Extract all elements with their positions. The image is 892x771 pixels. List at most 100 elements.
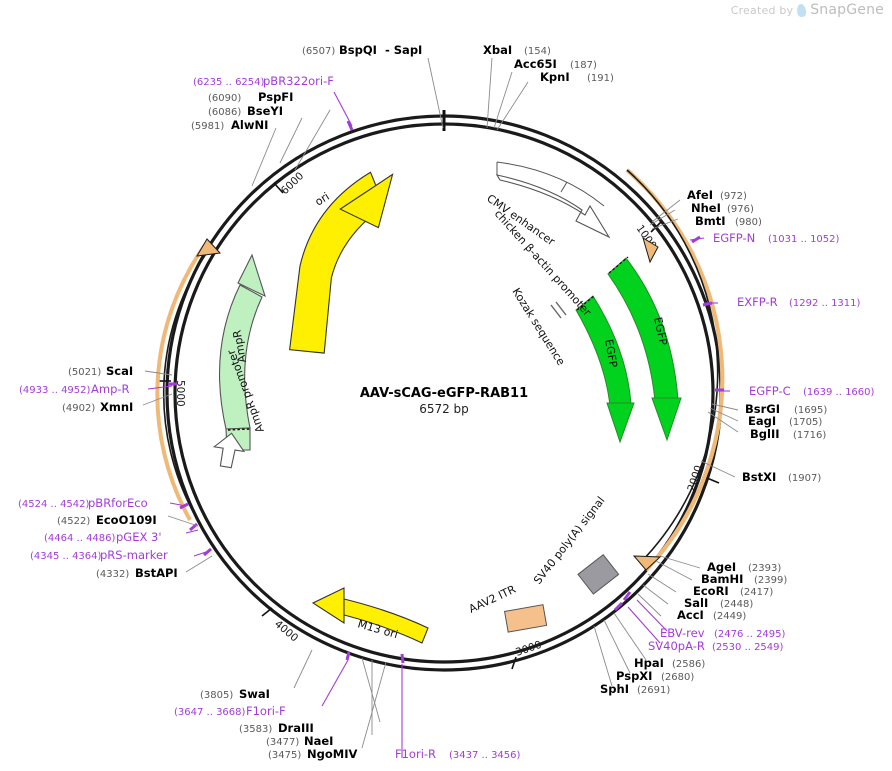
sphi-pos: (2691) bbox=[637, 685, 670, 696]
enzyme-label-xmni[interactable]: (4902) XmnI bbox=[62, 400, 133, 414]
bstapi-pos: (4332) bbox=[96, 569, 129, 580]
enzyme-label-naei[interactable]: (3477) NaeI bbox=[266, 734, 333, 748]
feature-sv40-polya-signal[interactable]: SV40 poly(A) signal bbox=[531, 494, 620, 595]
pspfi-pos: (6090) bbox=[208, 93, 241, 104]
draiii-name: DraIII bbox=[278, 721, 314, 735]
feature-ori[interactable]: ori bbox=[272, 161, 407, 357]
pgex3-name: pGEX 3' bbox=[116, 530, 162, 544]
prs-marker-range: (4345 .. 4364) bbox=[30, 551, 102, 562]
orf-arrowhead-upper-right bbox=[642, 236, 659, 264]
f1ori-r-name: F1ori-R bbox=[395, 747, 436, 761]
sv40pa-r-name: SV40pA-R bbox=[648, 639, 705, 653]
amp-r-range: (4933 .. 4952) bbox=[19, 385, 91, 396]
enzyme-label-bsrgi[interactable]: BsrGI (1695) bbox=[745, 402, 827, 416]
primer-label-exfp-r[interactable]: EXFP-R (1292 .. 1311) bbox=[737, 295, 861, 309]
enzyme-label-bglii[interactable]: BglII (1716) bbox=[750, 427, 826, 441]
alwni-name: AlwNI bbox=[231, 118, 268, 132]
primer-label-amp-r[interactable]: (4933 .. 4952) Amp-R bbox=[19, 382, 130, 396]
enzyme-label-kpni[interactable]: KpnI (191) bbox=[540, 70, 614, 84]
egfp-n-name: EGFP-N bbox=[713, 231, 755, 245]
ecoo109i-pos: (4522) bbox=[57, 516, 90, 527]
primer-label-egfp-c[interactable]: EGFP-C (1639 .. 1660) bbox=[749, 384, 875, 398]
leader-lines bbox=[142, 57, 739, 758]
feature-label-ampr: AmpR bbox=[230, 329, 249, 364]
pbr322ori-f-name: pBR322ori-F bbox=[263, 74, 334, 88]
primer-label-sv40pa-r[interactable]: SV40pA-R (2530 .. 2549) bbox=[648, 639, 784, 653]
feature-ampr[interactable]: AmpR bbox=[219, 253, 266, 451]
feature-aav2-itr[interactable]: AAV2 ITR bbox=[467, 583, 548, 633]
primer-label-pgex3[interactable]: (4464 .. 4486) pGEX 3' bbox=[44, 530, 162, 544]
feature-egfp-inner[interactable]: EGFP bbox=[575, 295, 635, 444]
enzyme-label-ecori[interactable]: EcoRI (2417) bbox=[693, 584, 773, 598]
enzyme-label-bstxi[interactable]: BstXI (1907) bbox=[742, 470, 821, 484]
sphi-name: SphI bbox=[600, 682, 629, 696]
primer-label-f1ori-r[interactable]: F1ori-R (3437 .. 3456) bbox=[395, 747, 521, 761]
draiii-pos: (3583) bbox=[239, 724, 272, 735]
enzyme-label-bstapi[interactable]: (4332) BstAPI bbox=[96, 566, 178, 580]
bspqi-name: BspQI bbox=[339, 43, 377, 57]
enzyme-label-bseyi[interactable]: (6086) BseYI bbox=[208, 104, 283, 118]
swai-pos: (3805) bbox=[200, 690, 233, 701]
primer-label-pbrforeco[interactable]: (4524 .. 4542) pBRforEco bbox=[18, 496, 148, 510]
feature-m13-ori[interactable]: M13 ori bbox=[311, 587, 429, 644]
feature-label-chicken-beta-actin: chicken β-actin promoter bbox=[492, 207, 594, 319]
enzyme-label-ecoo109i[interactable]: (4522) EcoO109I bbox=[57, 513, 157, 527]
watermark-prefix: Created by bbox=[730, 3, 794, 17]
afei-name: AfeI bbox=[687, 188, 713, 202]
enzyme-label-bmti[interactable]: BmtI (980) bbox=[695, 214, 762, 228]
enzyme-label-nhei[interactable]: NheI (976) bbox=[691, 201, 754, 215]
pspxi-name: PspXI bbox=[616, 669, 652, 683]
ebv-rev-name: EBV-rev bbox=[660, 626, 705, 640]
enzyme-label-pspfi[interactable]: (6090) PspFI bbox=[208, 90, 293, 104]
bseyi-name: BseYI bbox=[247, 104, 283, 118]
f1ori-f-range: (3647 .. 3668) bbox=[174, 707, 246, 718]
orf-arc-right bbox=[625, 168, 725, 572]
enzyme-label-sali[interactable]: SalI (2448) bbox=[684, 596, 753, 610]
xbai-name: XbaI bbox=[483, 43, 512, 57]
primer-label-pbr322ori-f[interactable]: (6235 .. 6254) pBR322ori-F bbox=[193, 74, 334, 88]
egfp-c-name: EGFP-C bbox=[749, 384, 791, 398]
scai-name: ScaI bbox=[106, 364, 133, 378]
primer-label-f1ori-f[interactable]: (3647 .. 3668) F1ori-F bbox=[174, 704, 286, 718]
enzyme-label-hpai[interactable]: HpaI (2586) bbox=[634, 656, 705, 670]
enzyme-label-afei[interactable]: AfeI (972) bbox=[687, 188, 747, 202]
enzyme-label-eagi[interactable]: EagI (1705) bbox=[748, 414, 822, 428]
scai-pos: (5021) bbox=[68, 367, 101, 378]
enzyme-label-alwni[interactable]: (5981) AlwNI bbox=[191, 118, 268, 132]
primer-label-egfp-n[interactable]: EGFP-N (1031 .. 1052) bbox=[713, 231, 840, 245]
enzyme-label-sphi[interactable]: SphI (2691) bbox=[600, 682, 670, 696]
enzyme-label-swai[interactable]: (3805) SwaI bbox=[200, 687, 270, 701]
watermark-brand: SnapGene bbox=[810, 2, 884, 18]
enzyme-label-agei[interactable]: AgeI (2393) bbox=[707, 560, 781, 574]
feature-kozak-sequence[interactable]: Kozak sequence bbox=[509, 286, 567, 368]
tick-label-5000: 5000 bbox=[174, 380, 186, 407]
acc65i-pos: (187) bbox=[570, 60, 597, 71]
hpai-name: HpaI bbox=[634, 656, 664, 670]
feature-egfp-outer[interactable]: EGFP bbox=[607, 256, 682, 442]
feature-cmv-enhancer[interactable]: CMV enhancer bbox=[484, 161, 605, 249]
enzyme-label-xbai[interactable]: XbaI (154) bbox=[483, 43, 551, 57]
hpai-pos: (2586) bbox=[672, 659, 705, 670]
enzyme-label-scai[interactable]: (5021) ScaI bbox=[68, 364, 133, 378]
f1ori-r-range: (3437 .. 3456) bbox=[449, 750, 521, 761]
bspqi-pos: (6507) bbox=[302, 46, 335, 57]
orf-arc-left bbox=[155, 238, 222, 521]
enzyme-label-bamhi[interactable]: BamHI (2399) bbox=[701, 572, 787, 586]
enzyme-label-bspqi[interactable]: (6507) BspQI - SapI bbox=[302, 43, 422, 57]
primer-label-ebv-rev[interactable]: EBV-rev (2476 .. 2495) bbox=[660, 626, 786, 640]
bglii-pos: (1716) bbox=[793, 430, 826, 441]
enzyme-label-acci[interactable]: AccI (2449) bbox=[677, 608, 746, 622]
primer-label-prs-marker[interactable]: (4345 .. 4364) pRS-marker bbox=[30, 548, 168, 562]
xmni-pos: (4902) bbox=[62, 403, 95, 414]
acc65i-name: Acc65I bbox=[514, 57, 557, 71]
kpni-pos: (191) bbox=[587, 73, 614, 84]
enzyme-label-ngomiv[interactable]: (3475) NgoMIV bbox=[268, 747, 357, 761]
enzyme-label-pspxi[interactable]: PspXI (2680) bbox=[616, 669, 694, 683]
feature-label-egfp-inner: EGFP bbox=[602, 338, 620, 369]
enzyme-label-acc65i[interactable]: Acc65I (187) bbox=[514, 57, 597, 71]
naei-name: NaeI bbox=[304, 734, 333, 748]
enzyme-label-draiii[interactable]: (3583) DraIII bbox=[239, 721, 314, 735]
nhei-pos: (976) bbox=[727, 204, 754, 215]
bmti-name: BmtI bbox=[695, 214, 726, 228]
prs-marker-name: pRS-marker bbox=[100, 548, 168, 562]
